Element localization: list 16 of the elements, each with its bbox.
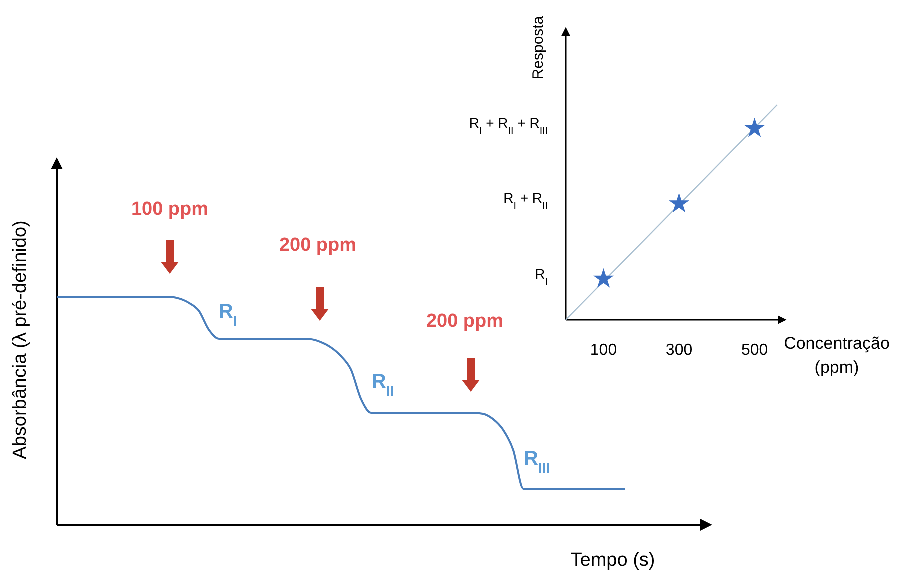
annotation: R$_{III}$ [524,448,550,476]
text: R$_{I}$ [535,266,548,288]
x-axis-title: Concentração (ppm) [784,334,890,377]
x-tick-label: 300 [666,342,693,359]
annotation: 200 ppm [426,311,504,332]
x-tick-label: 100 [590,342,618,359]
y-axis-title: Resposta [530,16,547,80]
x-tick-label: 500 [741,342,768,359]
text: R$_{I}$ + R$_{II}$ + R$_{III}$ [469,115,548,136]
x-axis-title: Tempo (s) [570,550,656,571]
annotation: R$_{I}$ [218,301,238,329]
y-axis-title: Absorbância (λ pré-definido) [10,220,31,460]
text: 100 ppm [131,199,209,220]
text: 200 ppm [279,235,357,256]
text: R$_{I}$ + R$_{II}$ [504,190,548,212]
annotation: R$_{II}$ [372,371,394,399]
